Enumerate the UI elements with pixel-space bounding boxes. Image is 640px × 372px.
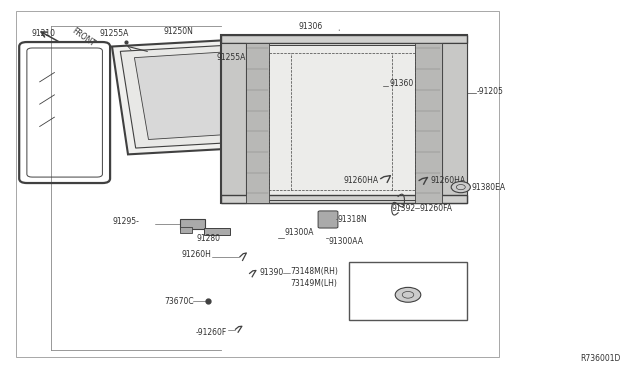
Bar [349, 262, 467, 320]
Text: 91300A: 91300A [285, 228, 314, 237]
Text: R736001D: R736001D [580, 354, 621, 363]
FancyBboxPatch shape [318, 211, 338, 228]
Text: 91280: 91280 [196, 234, 220, 243]
Polygon shape [120, 44, 266, 148]
Polygon shape [246, 43, 269, 203]
Text: 91260H: 91260H [181, 250, 211, 259]
Bar [204, 228, 230, 235]
Polygon shape [221, 35, 467, 203]
Text: 91260HA: 91260HA [343, 176, 378, 185]
Text: 91392: 91392 [392, 204, 416, 213]
Polygon shape [415, 43, 442, 203]
Text: 91260HA: 91260HA [430, 176, 465, 185]
Text: 91306: 91306 [298, 22, 323, 31]
Polygon shape [221, 35, 467, 43]
Text: 91360: 91360 [389, 79, 413, 88]
Text: 91260FA: 91260FA [419, 204, 452, 213]
Text: 73149M(LH): 73149M(LH) [291, 279, 337, 288]
Polygon shape [221, 195, 467, 203]
Bar [180, 227, 192, 232]
Polygon shape [221, 43, 246, 203]
Text: 91250N: 91250N [163, 27, 193, 36]
Text: 91295-: 91295- [113, 217, 140, 226]
Text: 91210: 91210 [32, 29, 56, 38]
Circle shape [396, 287, 421, 302]
Text: 91380EA: 91380EA [472, 183, 506, 192]
Bar [16, 11, 499, 357]
Text: 91255A: 91255A [216, 53, 246, 62]
Text: 73148M(RH): 73148M(RH) [291, 267, 339, 276]
Text: 91318N: 91318N [337, 215, 367, 224]
Text: 91300AA: 91300AA [328, 237, 364, 246]
Polygon shape [442, 43, 467, 203]
Text: 91380E: 91380E [394, 304, 422, 313]
Text: 91255A: 91255A [99, 29, 129, 38]
Text: 73670C: 73670C [164, 297, 194, 306]
Polygon shape [134, 51, 254, 140]
Text: -91260F: -91260F [196, 328, 227, 337]
Polygon shape [112, 38, 275, 154]
Bar [180, 219, 205, 229]
Text: -91205: -91205 [477, 87, 504, 96]
Circle shape [451, 182, 470, 193]
Text: FRONT: FRONT [70, 26, 97, 48]
Text: W/O SUNROOF: W/O SUNROOF [379, 269, 437, 278]
Text: 91390: 91390 [259, 268, 284, 277]
